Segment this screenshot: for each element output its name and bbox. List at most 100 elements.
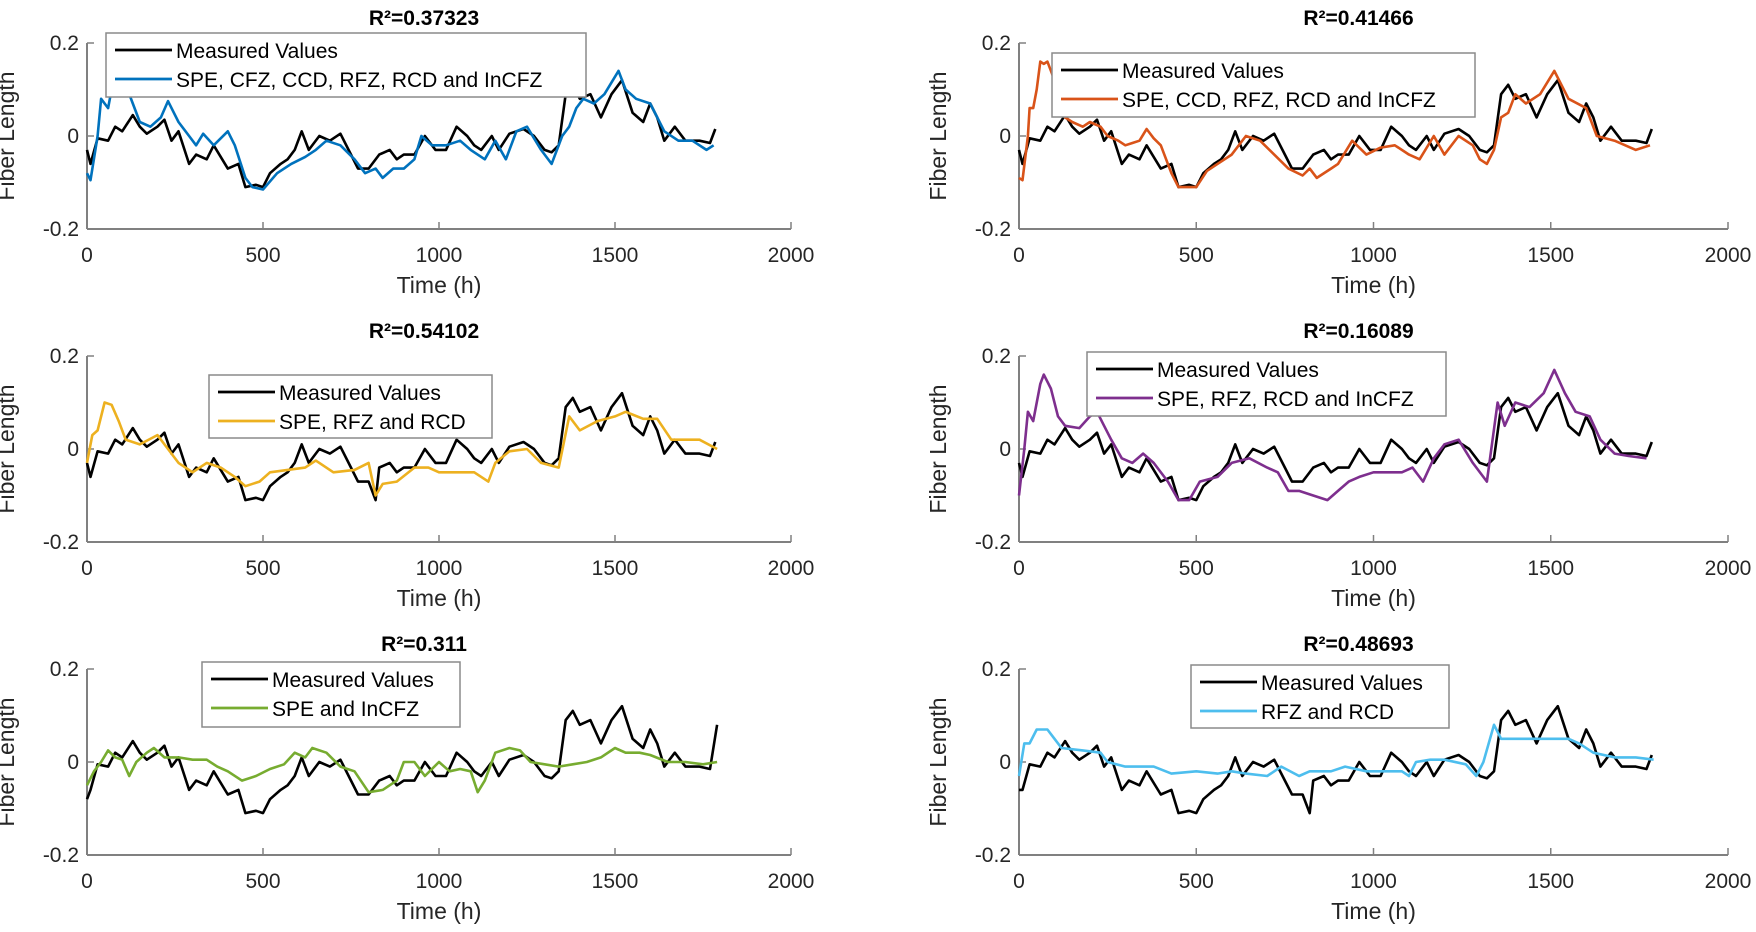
y-tick-label: 0.2 <box>982 658 1011 681</box>
y-tick-label: -0.2 <box>975 218 1011 241</box>
subplot-title: R²=0.41466 <box>1303 7 1413 30</box>
subplot-title: R²=0.54102 <box>369 320 479 343</box>
legend: Measured Values SPE, CCD, RFZ, RCD and In… <box>1051 52 1476 118</box>
legend-box <box>1086 351 1447 417</box>
x-tick-label: 0 <box>1013 244 1025 267</box>
series-model-prediction <box>1018 60 1651 189</box>
series-model-prediction <box>1017 368 1647 502</box>
y-axis-label: Fiber Length <box>0 71 19 200</box>
x-axis-label: Time (h) <box>397 585 482 611</box>
series-model-prediction <box>85 69 715 191</box>
x-tick-label: 500 <box>245 870 280 893</box>
x-axis-label: Time (h) <box>1331 272 1416 298</box>
legend-box <box>1190 664 1450 729</box>
y-tick-label: 0.2 <box>982 32 1011 55</box>
legend-entry: SPE, RFZ, RCD and InCFZ <box>1157 388 1414 411</box>
series-measured-values <box>85 704 719 815</box>
y-tick-label: 0.2 <box>50 658 79 681</box>
x-axis-label: Time (h) <box>1331 898 1416 924</box>
y-tick-label: 0 <box>67 125 79 148</box>
x-tick-label: 1000 <box>1350 557 1397 580</box>
series-measured-values <box>85 78 717 189</box>
legend-entry: SPE and InCFZ <box>272 698 419 721</box>
x-tick-label: 1500 <box>1527 244 1574 267</box>
x-axis-label: Time (h) <box>1331 585 1416 611</box>
x-tick-label: 0 <box>81 557 93 580</box>
x-tick-label: 1500 <box>592 557 639 580</box>
y-axis-label: Fiber Length <box>925 697 951 826</box>
legend: Measured Values SPE and InCFZ <box>201 661 461 728</box>
x-tick-label: 500 <box>1179 870 1214 893</box>
y-axis-label: Fiber Length <box>0 697 19 826</box>
series-model-prediction <box>85 746 718 794</box>
y-tick-label: -0.2 <box>43 218 79 241</box>
y-tick-label: -0.2 <box>975 531 1011 554</box>
y-tick-label: 0 <box>999 751 1011 774</box>
x-tick-label: 2000 <box>768 557 815 580</box>
y-tick-label: 0 <box>999 438 1011 461</box>
y-tick-label: -0.2 <box>975 844 1011 867</box>
y-axis-label: Fiber Length <box>0 384 19 513</box>
x-tick-label: 2000 <box>768 870 815 893</box>
subplot-title: R²=0.37323 <box>369 7 479 30</box>
legend: Measured Values SPE, RFZ, RCD and InCFZ <box>1086 351 1447 417</box>
x-tick-label: 1500 <box>1527 870 1574 893</box>
y-tick-label: -0.2 <box>43 531 79 554</box>
x-tick-label: 500 <box>1179 557 1214 580</box>
y-tick-label: 0.2 <box>982 345 1011 368</box>
x-axis-label: Time (h) <box>397 898 482 924</box>
x-tick-label: 1000 <box>1350 870 1397 893</box>
legend-entry: Measured Values <box>176 40 338 63</box>
subplot-title: R²=0.48693 <box>1303 633 1413 656</box>
subplot-title: R²=0.311 <box>381 633 467 656</box>
legend-entry: SPE, RFZ and RCD <box>279 411 466 434</box>
legend-entry: Measured Values <box>272 669 434 692</box>
legend-entry: Measured Values <box>1122 60 1284 83</box>
x-tick-label: 0 <box>1013 557 1025 580</box>
legend-entry: Measured Values <box>279 382 441 405</box>
series-model-prediction <box>1017 723 1654 778</box>
series-measured-values <box>1017 78 1654 189</box>
y-axis-label: Fiber Length <box>925 71 951 200</box>
x-tick-label: 500 <box>1179 244 1214 267</box>
x-tick-label: 2000 <box>1705 870 1752 893</box>
legend-box <box>201 661 461 728</box>
x-tick-label: 0 <box>1013 870 1025 893</box>
x-tick-label: 1000 <box>1350 244 1397 267</box>
legend-box <box>105 32 587 98</box>
legend-entry: Measured Values <box>1261 672 1423 695</box>
y-tick-label: 0.2 <box>50 345 79 368</box>
x-tick-label: 1500 <box>1527 557 1574 580</box>
x-tick-label: 500 <box>245 557 280 580</box>
x-tick-label: 0 <box>81 870 93 893</box>
series-model-prediction <box>85 401 718 497</box>
series-measured-values <box>1017 391 1654 502</box>
x-tick-label: 2000 <box>768 244 815 267</box>
x-tick-label: 1500 <box>592 244 639 267</box>
legend-box <box>1051 52 1476 118</box>
x-tick-label: 0 <box>81 244 93 267</box>
legend-entry: RFZ and RCD <box>1261 701 1394 724</box>
x-tick-label: 500 <box>245 244 280 267</box>
x-tick-label: 2000 <box>1705 557 1752 580</box>
series-measured-values <box>85 391 717 502</box>
y-tick-label: -0.2 <box>43 844 79 867</box>
legend: Measured Values SPE, RFZ and RCD <box>208 374 493 439</box>
legend-entry: Measured Values <box>1157 359 1319 382</box>
y-tick-label: 0.2 <box>50 32 79 55</box>
legend-box <box>208 374 493 439</box>
legend: Measured Values SPE, CFZ, CCD, RFZ, RCD a… <box>105 32 587 98</box>
x-axis-label: Time (h) <box>397 272 482 298</box>
y-tick-label: 0 <box>999 125 1011 148</box>
y-axis-label: Fiber Length <box>925 384 951 513</box>
x-tick-label: 2000 <box>1705 244 1752 267</box>
x-tick-label: 1000 <box>416 244 463 267</box>
x-tick-label: 1000 <box>416 870 463 893</box>
